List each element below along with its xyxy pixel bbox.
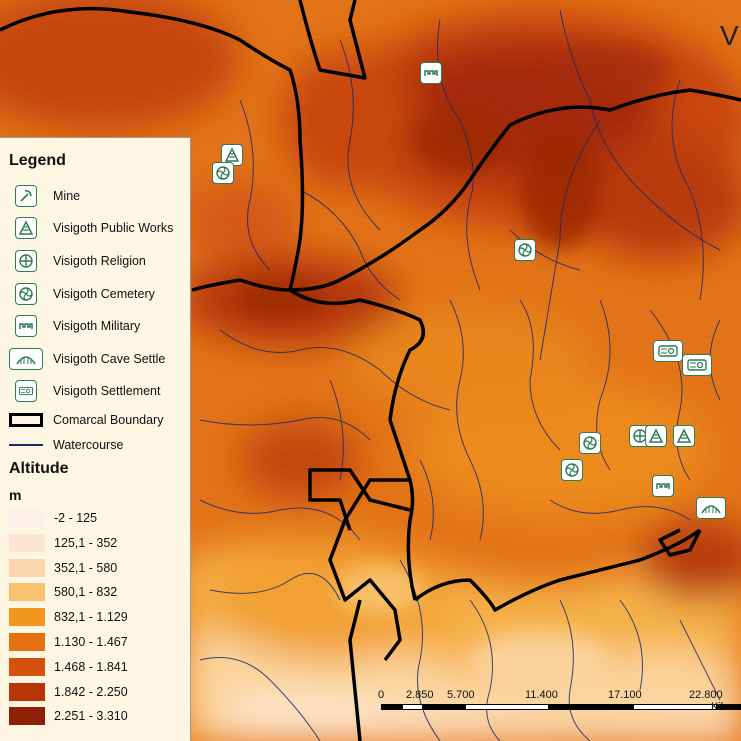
- altitude-class-label: -2 - 125: [54, 511, 98, 525]
- altitude-class-label: 1.842 - 2.250: [54, 684, 128, 699]
- altitude-class-row: -2 - 125: [9, 508, 97, 528]
- altitude-swatch: [9, 583, 45, 602]
- altitude-class-row: 1.842 - 2.250: [9, 682, 128, 702]
- legend-label: Watercourse: [53, 438, 124, 452]
- military-icon[interactable]: [420, 62, 442, 84]
- altitude-swatch: [9, 707, 45, 726]
- altitude-swatch: [9, 657, 45, 676]
- mine-icon: [15, 185, 37, 207]
- altitude-class-row: 2.251 - 3.310: [9, 706, 128, 726]
- legend-label: Visigoth Military: [53, 319, 141, 333]
- scale-unit: Kilom: [711, 701, 739, 713]
- boundary-swatch: [9, 413, 43, 427]
- altitude-swatch: [9, 633, 45, 651]
- legend-item-mine: Mine: [8, 183, 80, 209]
- public-works-icon[interactable]: [673, 425, 695, 447]
- altitude-swatch: [9, 558, 45, 577]
- legend-item-watercourse: Watercourse: [8, 432, 123, 458]
- military-icon[interactable]: [652, 475, 674, 497]
- cave-settlement-icon[interactable]: [696, 497, 726, 519]
- legend-panel: Legend Mine Visigoth Public Works Visigo…: [0, 137, 191, 741]
- altitude-class-row: 125,1 - 352: [9, 533, 117, 553]
- legend-label: Visigoth Religion: [53, 254, 146, 268]
- altitude-class-row: 580,1 - 832: [9, 582, 117, 602]
- religion-icon: [15, 250, 37, 272]
- cemetery-icon[interactable]: [561, 459, 583, 481]
- altitude-unit: m: [9, 487, 22, 503]
- map-corner-label: V: [720, 20, 739, 51]
- military-icon: [15, 315, 37, 337]
- legend-label: Visigoth Settlement: [53, 384, 161, 398]
- altitude-swatch: [9, 682, 45, 701]
- scale-tick: 11.400: [525, 689, 558, 701]
- cemetery-icon: [15, 283, 37, 305]
- altitude-class-row: 1.468 - 1.841: [9, 657, 128, 677]
- altitude-class-row: 832,1 - 1.129: [9, 607, 128, 627]
- altitude-class-label: 1.468 - 1.841: [54, 659, 128, 674]
- altitude-class-label: 1.130 - 1.467: [54, 635, 128, 649]
- altitude-class-label: 580,1 - 832: [54, 585, 118, 600]
- public-works-icon: [15, 217, 37, 239]
- legend-item-settlement: Visigoth Settlement: [8, 378, 160, 404]
- legend-label: Mine: [53, 189, 81, 203]
- legend-title: Legend: [9, 152, 66, 169]
- cemetery-icon[interactable]: [579, 432, 601, 454]
- legend-item-cemetery: Visigoth Cemetery: [8, 281, 155, 307]
- altitude-swatch: [9, 608, 45, 627]
- scale-bar: [381, 704, 741, 712]
- altitude-swatch: [9, 509, 45, 527]
- settlement-icon: [15, 380, 37, 402]
- altitude-class-label: 352,1 - 580: [54, 560, 118, 575]
- legend-item-comarcal-boundary: Comarcal Boundary: [8, 407, 163, 433]
- scale-tick: 22.800: [689, 689, 723, 701]
- legend-label: Visigoth Cemetery: [53, 287, 155, 301]
- cemetery-icon[interactable]: [212, 162, 234, 184]
- public-works-icon[interactable]: [645, 425, 667, 447]
- altitude-class-row: 352,1 - 580: [9, 558, 117, 578]
- legend-label: Visigoth Public Works: [53, 221, 174, 235]
- scale-tick: 17.100: [608, 689, 642, 701]
- altitude-class-label: 125,1 - 352: [54, 535, 118, 550]
- legend-item-cave-settlement: Visigoth Cave Settle: [8, 346, 165, 372]
- altitude-class-label: 2.251 - 3.310: [54, 709, 128, 724]
- legend-item-military: Visigoth Military: [8, 313, 140, 339]
- altitude-title: Altitude: [9, 460, 69, 477]
- watercourse-swatch: [9, 444, 43, 446]
- legend-label: Visigoth Cave Settle: [53, 352, 166, 366]
- legend-item-religion: Visigoth Religion: [8, 248, 146, 274]
- settlement-icon[interactable]: [653, 340, 683, 362]
- cemetery-icon[interactable]: [514, 239, 536, 261]
- settlement-icon[interactable]: [682, 354, 712, 376]
- legend-label: Comarcal Boundary: [53, 413, 164, 427]
- cave-settlement-icon: [9, 348, 43, 370]
- legend-item-public-works: Visigoth Public Works: [8, 215, 173, 241]
- scale-tick: 0: [378, 689, 385, 701]
- altitude-class-label: 832,1 - 1.129: [54, 610, 128, 625]
- altitude-swatch: [9, 533, 45, 552]
- scale-tick: 5.700: [447, 689, 475, 701]
- altitude-class-row: 1.130 - 1.467: [9, 632, 128, 652]
- public-works-icon[interactable]: [221, 144, 243, 166]
- scale-tick: 2.850: [406, 689, 434, 701]
